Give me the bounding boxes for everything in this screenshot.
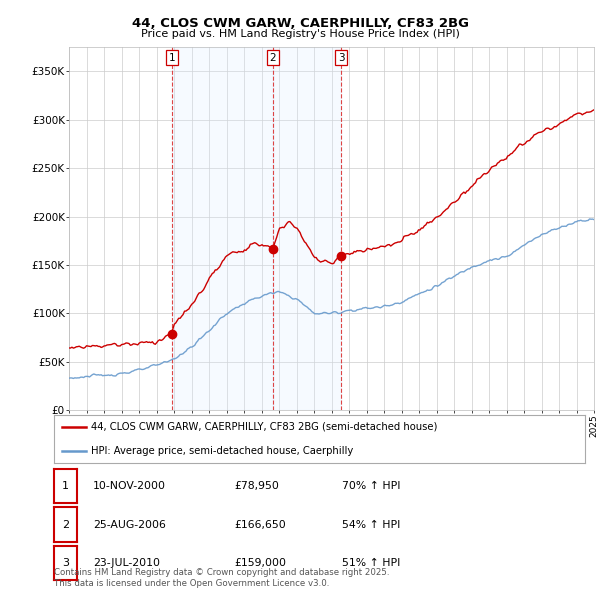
Text: 2: 2 <box>269 53 276 63</box>
Text: 2: 2 <box>62 520 69 529</box>
Text: 44, CLOS CWM GARW, CAERPHILLY, CF83 2BG (semi-detached house): 44, CLOS CWM GARW, CAERPHILLY, CF83 2BG … <box>91 422 437 432</box>
Text: 10-NOV-2000: 10-NOV-2000 <box>93 481 166 491</box>
Text: £166,650: £166,650 <box>234 520 286 529</box>
Text: 3: 3 <box>338 53 344 63</box>
Text: 3: 3 <box>62 558 69 568</box>
Text: Contains HM Land Registry data © Crown copyright and database right 2025.
This d: Contains HM Land Registry data © Crown c… <box>54 568 389 588</box>
Text: 54% ↑ HPI: 54% ↑ HPI <box>342 520 400 529</box>
Text: 70% ↑ HPI: 70% ↑ HPI <box>342 481 401 491</box>
Text: 1: 1 <box>169 53 175 63</box>
Text: £159,000: £159,000 <box>234 558 286 568</box>
Bar <box>273 47 341 410</box>
Text: 1: 1 <box>62 481 69 491</box>
Text: £78,950: £78,950 <box>234 481 279 491</box>
Text: 25-AUG-2006: 25-AUG-2006 <box>93 520 166 529</box>
Text: 51% ↑ HPI: 51% ↑ HPI <box>342 558 400 568</box>
Text: 44, CLOS CWM GARW, CAERPHILLY, CF83 2BG: 44, CLOS CWM GARW, CAERPHILLY, CF83 2BG <box>131 17 469 30</box>
Text: Price paid vs. HM Land Registry's House Price Index (HPI): Price paid vs. HM Land Registry's House … <box>140 29 460 39</box>
Bar <box>172 47 273 410</box>
Text: 23-JUL-2010: 23-JUL-2010 <box>93 558 160 568</box>
Text: HPI: Average price, semi-detached house, Caerphilly: HPI: Average price, semi-detached house,… <box>91 446 353 456</box>
